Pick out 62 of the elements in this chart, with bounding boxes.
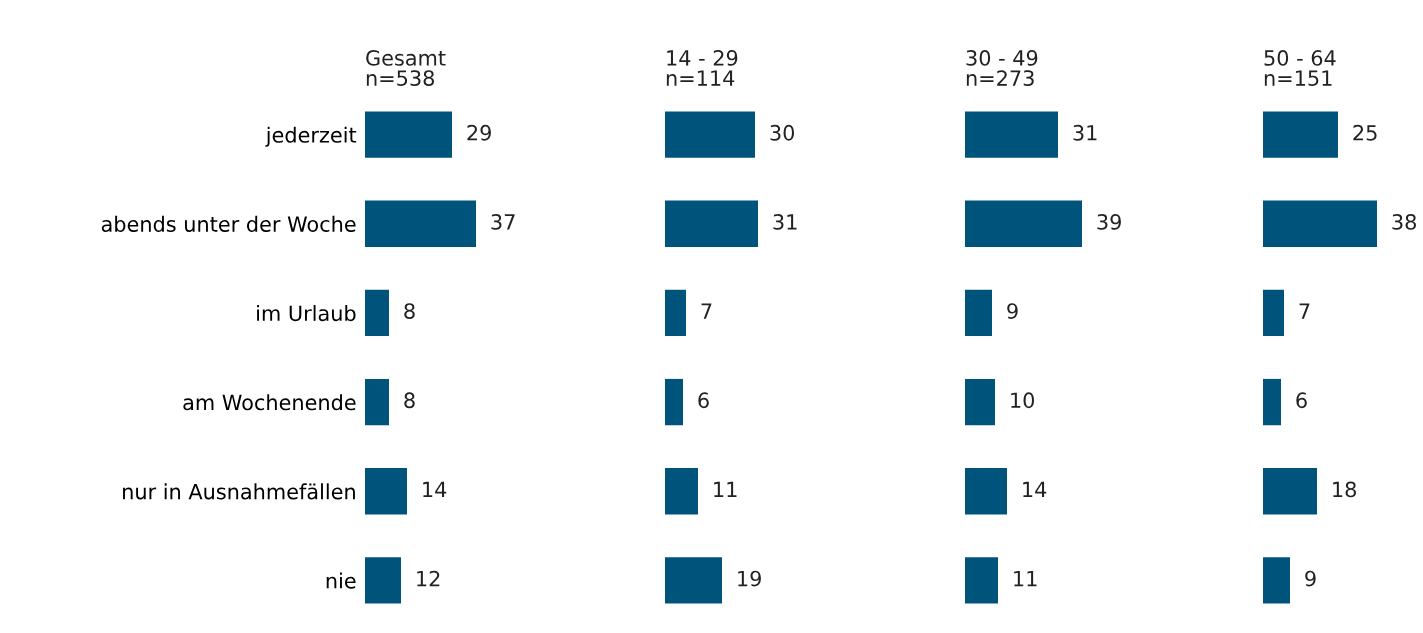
bar — [1263, 378, 1281, 426]
bar — [965, 200, 1082, 247]
y-tick-label: im Urlaub — [257, 305, 356, 322]
bar — [1263, 289, 1284, 337]
bar — [365, 468, 407, 515]
bar — [665, 289, 686, 337]
data-label: 30 — [770, 124, 795, 141]
data-label: 8 — [404, 392, 415, 409]
bar — [665, 111, 755, 158]
chart-subtitle: n=538 — [366, 70, 434, 86]
bar — [365, 289, 389, 337]
data-label: 10 — [1011, 392, 1035, 409]
bar — [365, 111, 452, 158]
data-label: 38 — [1392, 214, 1416, 230]
bar — [965, 378, 995, 426]
data-label: 7 — [701, 303, 712, 319]
data-label: 18 — [1333, 481, 1356, 498]
bar — [365, 557, 401, 604]
data-label: 19 — [738, 570, 761, 587]
chart-title: Gesamt — [366, 50, 446, 66]
bar — [965, 557, 998, 604]
chart-title: 50 - 64 — [1264, 50, 1336, 66]
data-label: 14 — [1023, 481, 1047, 497]
chart-subtitle: n=114 — [666, 70, 735, 86]
bar — [1263, 111, 1338, 158]
data-label: 12 — [417, 570, 440, 587]
y-tick-label: nur in Ausnahmefällen — [123, 483, 355, 500]
bar — [665, 378, 683, 426]
data-label: 6 — [698, 392, 709, 409]
data-label: 7 — [1299, 303, 1310, 319]
bar — [365, 200, 476, 247]
bar — [965, 468, 1007, 515]
bar — [665, 468, 698, 515]
bar — [665, 200, 758, 247]
data-label: 8 — [404, 303, 415, 319]
bar — [1263, 557, 1290, 604]
bar — [365, 378, 389, 426]
bar — [965, 289, 992, 337]
y-tick-label: abends unter der Woche — [101, 215, 356, 232]
bar — [665, 557, 722, 604]
data-label: 29 — [467, 124, 491, 141]
data-label: 6 — [1296, 392, 1307, 409]
chart-subtitle: n=273 — [966, 70, 1034, 86]
chart-subtitle: n=151 — [1264, 70, 1332, 86]
data-label: 14 — [423, 481, 447, 497]
bar — [965, 111, 1058, 158]
data-label: 9 — [1007, 303, 1018, 319]
data-label: 11 — [714, 481, 737, 497]
y-tick-label: nie — [326, 572, 356, 589]
data-label: 25 — [1353, 124, 1377, 141]
data-label: 37 — [491, 214, 515, 230]
data-label: 31 — [773, 214, 797, 230]
data-label: 11 — [1014, 570, 1037, 587]
bar — [1263, 200, 1377, 247]
y-tick-label: jederzeit — [265, 126, 357, 147]
chart-title: 30 - 49 — [966, 50, 1038, 66]
y-tick-label: am Wochenende — [183, 394, 356, 411]
chart-title: 14 - 29 — [667, 50, 738, 66]
data-label: 9 — [1305, 570, 1316, 587]
data-label: 39 — [1097, 214, 1121, 230]
bar — [1263, 468, 1317, 515]
data-label: 31 — [1073, 124, 1097, 141]
